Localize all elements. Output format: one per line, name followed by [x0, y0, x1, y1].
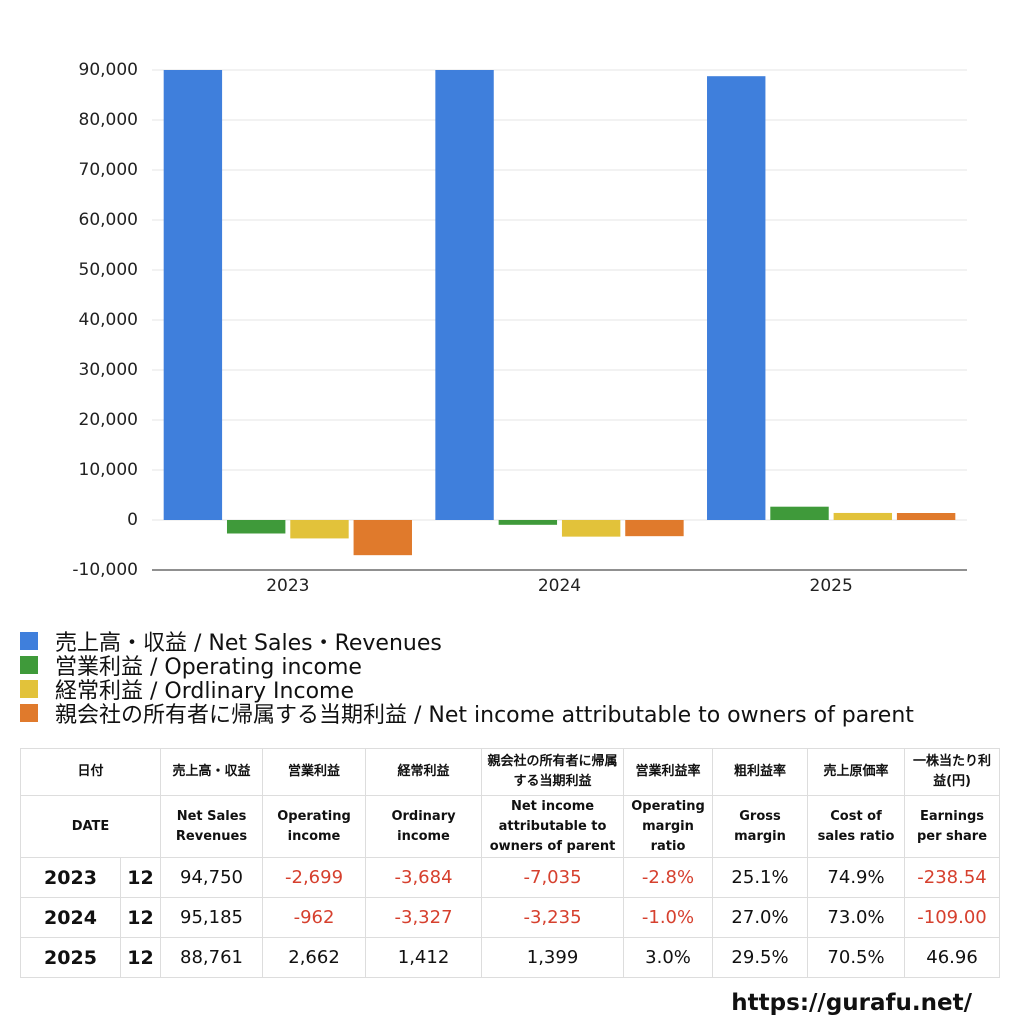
- bar: [226, 520, 286, 534]
- bar: [353, 520, 412, 556]
- data-cell: -2.8%: [623, 857, 714, 898]
- data-cell: 74.9%: [807, 857, 906, 898]
- y-tick-label: 40,000: [79, 310, 138, 330]
- header-cell: 親会社の所有者に帰属する当期利益: [481, 748, 625, 796]
- legend-entry: 売上高・収益 / Net Sales・Revenues: [20, 629, 914, 656]
- bar: [561, 520, 621, 537]
- data-cell: 2025: [20, 937, 121, 978]
- data-cell: 1,412: [365, 937, 483, 978]
- header-cell: DATE: [19, 795, 162, 858]
- bar: [770, 506, 829, 520]
- data-cell: 70.5%: [807, 937, 906, 978]
- legend-label: 親会社の所有者に帰属する当期利益 / Net income attributab…: [55, 703, 914, 728]
- header-cell: 経常利益: [365, 748, 483, 796]
- legend-entry: 経常利益 / Ordlinary Income: [20, 677, 914, 704]
- legend-entry: 営業利益 / Operating income: [20, 653, 914, 680]
- data-cell: 46.96: [904, 937, 1001, 978]
- x-tick-label: 2023: [266, 576, 309, 596]
- data-cell: -109.00: [904, 897, 1001, 938]
- y-tick-label: 60,000: [79, 210, 138, 230]
- header-cell: Net Sales Revenues: [160, 795, 264, 858]
- header-cell: Net income attributable to owners of par…: [481, 795, 625, 858]
- bar: [498, 520, 558, 525]
- data-cell: 73.0%: [807, 897, 906, 938]
- y-tick-label: 70,000: [79, 160, 138, 180]
- header-cell: 営業利益: [262, 748, 367, 796]
- data-cell: -238.54: [904, 857, 1001, 898]
- bar: [707, 76, 766, 520]
- data-cell: -3,684: [365, 857, 483, 898]
- footer-url: https://gurafu.net/: [731, 990, 972, 1016]
- data-cell: 27.0%: [712, 897, 809, 938]
- data-cell: 88,761: [160, 937, 264, 978]
- data-cell: -962: [262, 897, 367, 938]
- x-tick-label: 2024: [538, 576, 581, 596]
- header-cell: Operating margin ratio: [623, 795, 714, 858]
- legend-label: 売上高・収益 / Net Sales・Revenues: [55, 631, 442, 656]
- data-cell: 12: [119, 937, 162, 978]
- data-cell: 3.0%: [623, 937, 714, 978]
- legend-swatch: [20, 632, 38, 650]
- y-tick-label: 20,000: [79, 410, 138, 430]
- x-tick-label: 2025: [810, 576, 853, 596]
- data-cell: -3,235: [481, 897, 625, 938]
- header-cell: Operating income: [262, 795, 367, 858]
- y-tick-label: 80,000: [79, 110, 138, 130]
- header-cell: 売上高・収益: [160, 748, 264, 796]
- header-cell: Ordinary income: [365, 795, 483, 858]
- y-tick-label: 90,000: [79, 60, 138, 80]
- data-cell: 2023: [20, 857, 121, 898]
- legend-swatch: [20, 656, 38, 674]
- legend: 売上高・収益 / Net Sales・Revenues 営業利益 / Operat…: [20, 629, 914, 728]
- bar: [163, 70, 223, 520]
- data-table: 日付 売上高・収益 営業利益 経常利益 親会社の所有者に帰属する当期利益 営業利益率 粗利益…: [19, 748, 1001, 978]
- data-cell: -2,699: [262, 857, 367, 898]
- chart: -10,000 0 10,000 20,000 30,000 40,000 50,000 60…: [72, 60, 967, 596]
- data-cell: 12: [119, 897, 162, 938]
- header-cell: Cost of sales ratio: [807, 795, 906, 858]
- bar: [833, 512, 893, 520]
- bar: [896, 513, 956, 520]
- y-tick-label: -10,000: [72, 560, 138, 580]
- bar: [625, 520, 684, 537]
- data-cell: 2024: [20, 897, 121, 938]
- data-cell: -1.0%: [623, 897, 714, 938]
- data-cell: 25.1%: [712, 857, 809, 898]
- header-cell: 日付: [19, 748, 162, 796]
- legend-label: 経常利益 / Ordlinary Income: [55, 679, 354, 704]
- data-cell: -7,035: [481, 857, 625, 898]
- header-cell: 売上原価率: [807, 748, 906, 796]
- y-tick-label: 30,000: [79, 360, 138, 380]
- bar: [435, 70, 494, 520]
- header-cell: 一株当たり利益(円): [904, 748, 1001, 796]
- data-cell: 29.5%: [712, 937, 809, 978]
- data-cell: 1,399: [481, 937, 625, 978]
- legend-entry: 親会社の所有者に帰属する当期利益 / Net income attributab…: [20, 701, 914, 728]
- legend-swatch: [20, 704, 38, 722]
- legend-swatch: [20, 680, 38, 698]
- data-cell: 94,750: [160, 857, 264, 898]
- data-cell: 95,185: [160, 897, 264, 938]
- y-tick-label: 50,000: [79, 260, 138, 280]
- header-cell: Earnings per share: [904, 795, 1001, 858]
- data-cell: -3,327: [365, 897, 483, 938]
- header-cell: 営業利益率: [623, 748, 714, 796]
- data-cell: 12: [119, 857, 162, 898]
- bar: [290, 520, 349, 539]
- data-cell: 2,662: [262, 937, 367, 978]
- header-cell: Gross margin: [712, 795, 809, 858]
- header-cell: 粗利益率: [712, 748, 809, 796]
- y-tick-label: 10,000: [79, 460, 138, 480]
- y-tick-label: 0: [127, 510, 138, 530]
- legend-label: 営業利益 / Operating income: [55, 655, 362, 680]
